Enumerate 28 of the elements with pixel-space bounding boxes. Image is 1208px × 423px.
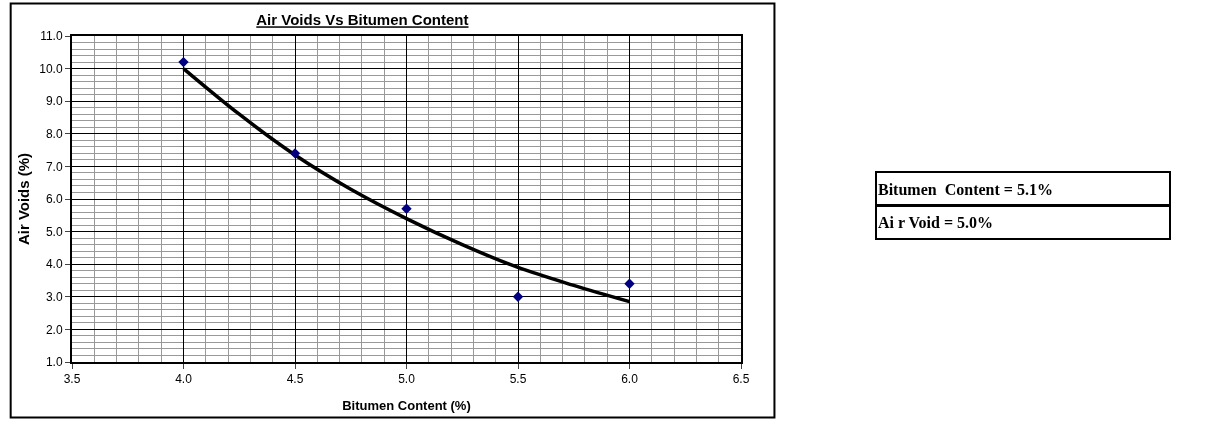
y-axis-title: Air Voids (%) bbox=[14, 152, 32, 246]
y-tick-label: 10.0 bbox=[39, 61, 63, 76]
y-tick-label: 11.0 bbox=[40, 29, 63, 44]
text: Bitumen Content = 5.1% bbox=[878, 180, 1053, 198]
y-tick-label: 4.0 bbox=[45, 257, 63, 272]
x-tick-label: 4.0 bbox=[175, 372, 193, 387]
y-tick-label: 2.0 bbox=[45, 322, 63, 337]
x-tick-label: 5.0 bbox=[398, 372, 416, 387]
text: Ai r Void = 5.0% bbox=[878, 213, 994, 231]
point bbox=[289, 148, 301, 159]
y-tick-label: 1.0 bbox=[45, 355, 63, 370]
chart-title: Air Voids Vs Bitumen Content bbox=[256, 11, 469, 29]
point bbox=[178, 56, 189, 68]
y-tick-label: 8.0 bbox=[45, 127, 63, 141]
x-tick-label: 4.5 bbox=[286, 372, 304, 387]
point bbox=[512, 291, 524, 302]
x-tick-label: 6.0 bbox=[621, 372, 639, 387]
x-axis-title: Bitumen Content (%) bbox=[342, 397, 471, 413]
y-tick-label: 6.0 bbox=[45, 192, 63, 207]
x-tick-label: 5.5 bbox=[509, 372, 527, 387]
y-tick-label: 7.0 bbox=[45, 159, 63, 174]
y-tick-label: 3.0 bbox=[45, 290, 63, 304]
y-tick-label: 5.0 bbox=[45, 224, 63, 239]
point bbox=[401, 203, 412, 214]
x-tick-label: 6.5 bbox=[732, 372, 750, 387]
y-tick-label: 9.0 bbox=[45, 94, 63, 109]
x-tick-label: 3.5 bbox=[63, 372, 81, 387]
point bbox=[624, 278, 635, 289]
